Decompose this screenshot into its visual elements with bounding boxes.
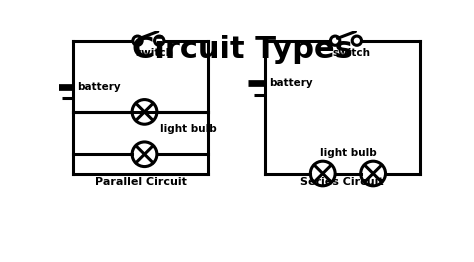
- Text: light bulb: light bulb: [160, 124, 217, 134]
- Text: battery: battery: [77, 82, 121, 92]
- Text: light bulb: light bulb: [319, 148, 376, 158]
- Text: Circuit Types: Circuit Types: [133, 35, 353, 64]
- Text: Series Circuit: Series Circuit: [301, 177, 384, 187]
- Text: battery: battery: [269, 78, 313, 88]
- Text: Parallel Circuit: Parallel Circuit: [95, 177, 187, 187]
- Text: switch: switch: [333, 48, 371, 58]
- Text: switch: switch: [135, 48, 173, 58]
